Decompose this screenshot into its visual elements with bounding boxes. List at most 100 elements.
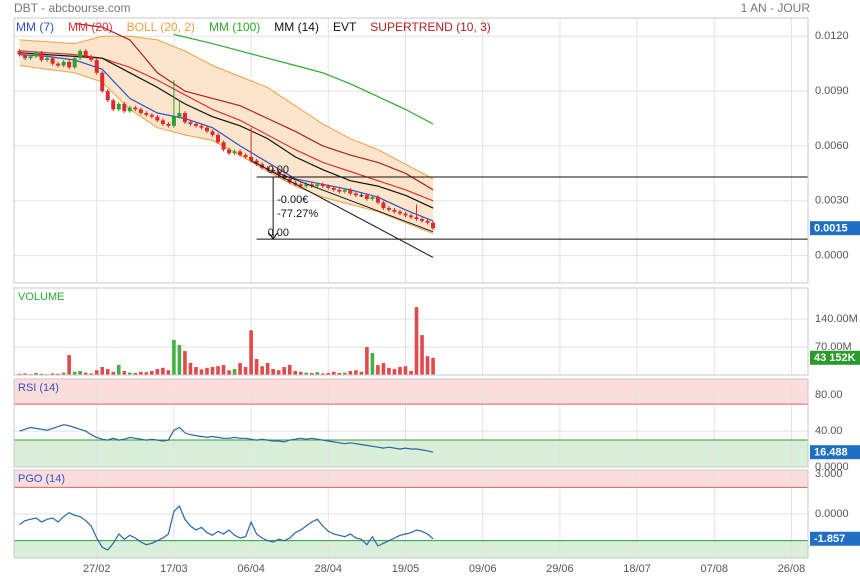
- candle-body: [392, 209, 397, 212]
- candle-body: [105, 91, 110, 101]
- header-period: 1 AN - JOUR: [741, 1, 811, 15]
- oversold-zone: [14, 440, 808, 467]
- panel-title: RSI (14): [18, 382, 59, 394]
- volume-bar: [94, 370, 99, 375]
- candle-body: [149, 114, 154, 117]
- volume-bar: [381, 363, 386, 375]
- volume-bar: [326, 373, 331, 375]
- volume-bar: [403, 366, 408, 375]
- candle-body: [28, 56, 33, 59]
- volume-bar: [348, 371, 353, 375]
- moving-average-line: [19, 54, 434, 222]
- candle-body: [216, 134, 221, 143]
- candle-body: [199, 125, 204, 128]
- panel-background: [14, 288, 808, 375]
- volume-bar: [100, 367, 105, 375]
- candle-body: [409, 215, 413, 218]
- header-title: DBT - abcbourse.com: [14, 1, 131, 15]
- candle-body: [420, 219, 425, 221]
- panel: 0.0000 3.000 PGO (14) -1.857: [13, 468, 860, 559]
- panel: 0.0000 0.0030 0.0060 0.0090 0.0120 0.00 -0.00€…: [13, 17, 860, 284]
- volume-bar: [161, 367, 165, 375]
- volume-bar: [249, 330, 253, 375]
- candle-body: [342, 189, 347, 192]
- volume-bar: [133, 373, 138, 375]
- last-value-box: [810, 445, 860, 460]
- candle-body: [144, 113, 149, 115]
- volume-bar: [320, 373, 325, 375]
- candle-body: [403, 213, 408, 216]
- evt-label: 0.00: [268, 227, 289, 239]
- candle-body: [56, 63, 61, 66]
- plot: 0.00 -0.00€ -77.27% 0.00: [17, 22, 808, 258]
- candle-body: [177, 113, 182, 117]
- volume-bar: [254, 359, 259, 375]
- candle-body: [100, 72, 105, 92]
- y-tick-label: 0.0060: [815, 140, 849, 152]
- panel-border: [13, 287, 809, 376]
- volume-bar: [238, 363, 242, 375]
- candle-body: [425, 220, 430, 223]
- candle-body: [155, 116, 160, 121]
- legend-entry: MM (14): [274, 20, 319, 34]
- evt-label: 0.00: [268, 164, 289, 176]
- volume-bar: [420, 335, 424, 375]
- candle-body: [160, 120, 165, 124]
- volume-bar: [194, 367, 198, 375]
- candle-body: [364, 195, 369, 199]
- volume-bar: [34, 373, 38, 375]
- volume-bar: [72, 371, 77, 375]
- overbought-zone: [14, 379, 808, 405]
- candle-body: [17, 50, 22, 55]
- volume-bar: [61, 372, 66, 375]
- volume-bar: [188, 363, 193, 375]
- x-tick-label: 18/07: [623, 563, 651, 575]
- candle-body: [45, 58, 50, 61]
- volume-bar: [265, 363, 270, 375]
- candle-body: [293, 182, 298, 185]
- volume-bar: [337, 373, 342, 375]
- candle-body: [397, 211, 402, 214]
- last-value-box: [810, 221, 860, 236]
- last-value-label: 0.0015: [814, 223, 848, 235]
- candle-body: [353, 193, 358, 196]
- volume-bar: [359, 371, 364, 375]
- y-tick-label: 0.0090: [815, 85, 849, 97]
- volume-bar: [183, 351, 187, 375]
- candle-body: [83, 50, 88, 57]
- candle-body: [23, 54, 28, 59]
- candle-body: [227, 149, 232, 154]
- volume-bar: [282, 367, 286, 375]
- volume-bar: [17, 373, 22, 375]
- volume-bar: [172, 339, 176, 375]
- candle-body: [210, 131, 215, 135]
- volume-bar: [232, 369, 237, 375]
- volume-bar: [425, 356, 430, 375]
- panel-border: [13, 17, 809, 284]
- legend-entry: MM (20): [68, 20, 113, 34]
- candle-body: [50, 58, 55, 64]
- volume-bar: [392, 369, 397, 375]
- candle-body: [94, 60, 99, 73]
- candle-body: [309, 184, 314, 187]
- panel-border: [13, 378, 809, 468]
- panel: 0.0000 40.00 80.00 RSI (14) 16.488: [13, 378, 860, 473]
- y-tick-label: 3.000: [815, 468, 843, 480]
- evt-arrow-head: [268, 232, 278, 241]
- volume-bar: [50, 373, 55, 375]
- candle-body: [271, 169, 276, 172]
- volume-bar: [376, 365, 380, 375]
- panel: 70.00M 140.00M VOLUME 43 152K: [13, 287, 860, 376]
- volume-bar: [227, 370, 231, 375]
- y-tick-label: 40.00: [815, 425, 843, 437]
- indicator-line: [19, 424, 434, 453]
- oversold-zone: [14, 540, 808, 558]
- volume-bar: [260, 366, 264, 375]
- y-tick-label: 0.0000: [815, 461, 849, 473]
- moving-average-line: [173, 33, 434, 125]
- volume-bar: [216, 366, 220, 375]
- volume-bar: [332, 371, 336, 375]
- volume-bar: [67, 355, 71, 375]
